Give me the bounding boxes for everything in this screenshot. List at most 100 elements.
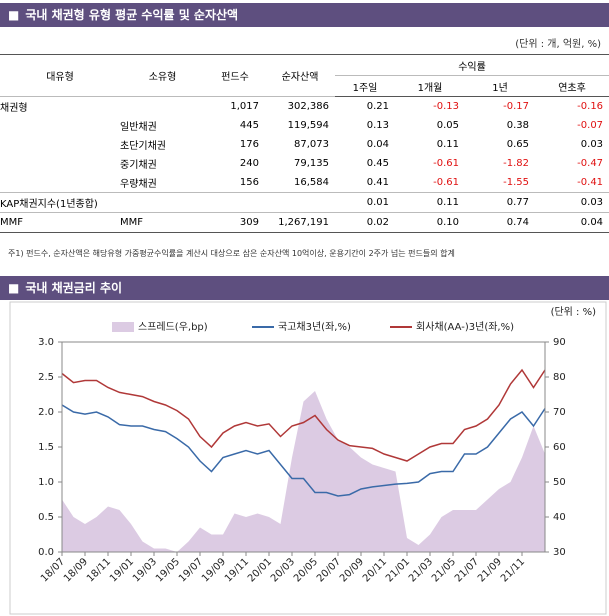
table-cell: 0.13 [366,120,389,131]
legend-swatch [112,322,134,332]
x-tick-label: 21/01 [384,556,412,584]
table-cell: -0.61 [433,158,459,169]
table-cell: 0.10 [395,212,465,233]
table-cell: -0.16 [535,96,609,116]
y2-tick-label: 80 [553,372,566,383]
table-cell: 우량채권 [120,179,157,190]
table-cell: 초단기채권 [120,141,166,152]
x-tick-label: 19/05 [154,556,182,584]
column-header: 1년 [465,75,535,97]
table-cell: 일반채권 [120,122,157,133]
table-cell [0,173,120,193]
table-row: 채권형 1,017 302,386 0.21 -0.13 -0.17 -0.16 [0,96,609,116]
section-title: 국내 채권금리 추이 [25,281,123,295]
table-row: 초단기채권 176 87,073 0.04 0.11 0.65 0.03 [0,135,609,154]
x-tick-label: 21/11 [499,556,527,584]
group-header: 수익률 [458,61,486,73]
table-cell: 0.05 [436,120,459,131]
table-cell: 1,267,191 [265,212,335,233]
table-cell: 176 [239,139,259,150]
column-header: 1개월 [395,75,465,97]
chart: (단위 : %) 0.0 0.5 1.0 1.5 2.0 2.5 3.0 30 40 50 60 70 8… [9,301,607,615]
table-cell: 0.04 [535,212,609,233]
y2-tick-label: 50 [553,477,566,488]
table-cell: 79,135 [294,158,329,169]
y-tick-label: 0.0 [38,547,54,558]
x-tick-label: 20/07 [315,556,343,584]
x-tick-label: 21/05 [430,556,458,584]
x-tick-label: 21/09 [476,556,504,584]
table-cell: MMF [120,212,205,233]
legend-label: 회사채(AA-)3년(좌,%) [416,321,514,333]
table-cell: -1.82 [503,158,529,169]
table-cell: 0.01 [335,192,395,213]
column-header: 순자산액 [281,72,319,83]
y2-tick-label: 70 [553,407,566,418]
table-cell: 0.77 [465,192,535,213]
header-row: 1주일 1개월 1년 연초후 [0,75,609,97]
column-header: 연초후 [535,75,609,97]
table-cell: 309 [205,212,265,233]
table-cell [205,192,265,213]
table-row: 일반채권 445 119,594 0.13 0.05 0.38 -0.07 [0,116,609,135]
table-cell: 0.65 [506,139,529,150]
table-cell: 채권형 [0,96,120,116]
y-tick-label: 2.0 [38,407,54,418]
area [62,391,545,552]
table-cell: 240 [239,158,259,169]
table-cell: 0.21 [335,96,395,116]
table-cell: -0.17 [465,96,535,116]
table-cell: 0.11 [395,192,465,213]
x-tick-label: 20/01 [246,556,274,584]
table-cell: -0.13 [395,96,465,116]
table-cell: 16,584 [294,177,329,188]
line [61,404,546,497]
table-cell: 0.74 [465,212,535,233]
column-header: 대유형 [46,72,74,83]
legend-label: 스프레드(우,bp) [138,321,208,333]
column-header: 1주일 [335,75,395,97]
returns-table: 대유형 소유형 펀드수 순자산액 수익률 1주일 1개월 1년 연초후 채권형 1,017 302,3… [0,54,609,233]
chart-frame [9,301,607,615]
x-tick-label: 19/01 [108,556,136,584]
table-cell: 0.03 [535,192,609,213]
y2-tick-label: 30 [553,547,566,558]
legend-label: 국고채3년(좌,%) [278,321,351,333]
x-tick-label: 21/03 [407,556,435,584]
x-tick-label: 20/09 [338,556,366,584]
table-cell [120,96,205,116]
table-cell: -0.07 [577,120,604,131]
y-tick-label: 3.0 [38,337,54,348]
section-title: 국내 채권형 유형 평균 수익률 및 순자산액 [25,8,239,22]
table-cell [0,116,120,135]
table-row: 우량채권 156 16,584 0.41 -0.61 -1.55 -0.41 [0,173,609,193]
y2-tick-label: 60 [553,442,566,453]
y2-tick-label: 90 [553,337,566,348]
table-row: KAP채권지수(1년종합) 0.01 0.11 0.77 0.03 [0,192,609,213]
x-tick-label: 20/05 [292,556,320,584]
x-tick-label: 20/11 [361,556,389,584]
table-cell [0,154,120,173]
x-tick-label: 19/03 [131,556,159,584]
table-cell [0,135,120,154]
x-tick-label: 18/11 [85,556,113,584]
x-tick-label: 20/03 [269,556,297,584]
table-cell: 119,594 [287,120,329,131]
table-cell: 0.02 [335,212,395,233]
unit-label: (단위 : 개, 억원, %) [515,39,601,50]
table-cell: 445 [239,120,259,131]
y2-tick-label: 40 [553,512,566,523]
y-tick-label: 2.5 [38,372,54,383]
table-cell: 156 [239,177,259,188]
x-tick-label: 18/07 [39,556,67,584]
table-cell: 87,073 [294,139,329,150]
table-cell [120,192,205,213]
column-header: 소유형 [148,72,177,83]
table-cell: 0.38 [506,120,529,131]
y-tick-label: 0.5 [38,512,54,523]
table-cell: KAP채권지수(1년종합) [0,192,120,213]
column-header: 펀드수 [221,72,249,83]
table-cell: 0.04 [366,139,389,150]
unit-label: (단위 : %) [551,305,597,318]
